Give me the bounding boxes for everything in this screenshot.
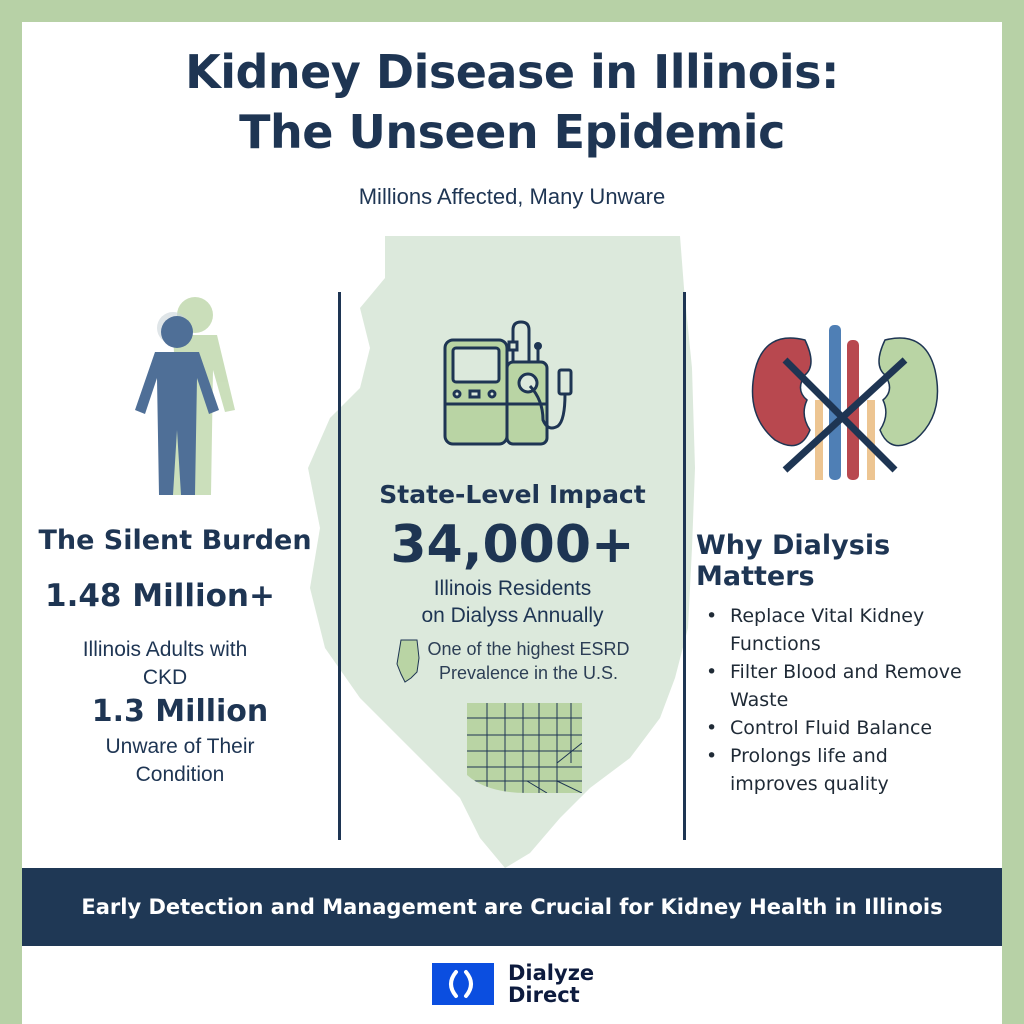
- dialysis-residents-label: Illinois Residents on Dialyss Annually: [345, 575, 680, 629]
- logo-text: Dialyze Direct: [508, 962, 594, 1006]
- unaware-label: Unware of Their Condition: [40, 733, 320, 789]
- title-line-2: The Unseen Epidemic: [239, 105, 785, 159]
- why-dialysis-heading: Why Dialysis Matters: [696, 530, 891, 592]
- silent-burden-heading: The Silent Burden: [38, 525, 312, 556]
- adults-ckd-label-line-1: Illinois Adults with: [82, 638, 248, 661]
- state-impact-section: State-Level Impact 34,000+ Illinois Resi…: [345, 320, 680, 793]
- unaware-label-line-2: Condition: [135, 763, 225, 786]
- logo-text-line-1: Dialyze: [508, 961, 595, 985]
- dialysis-residents-label-line-2: on Dialyss Annually: [421, 604, 604, 627]
- why-dialysis-section: Why Dialysis Matters Replace Vital Kidne…: [690, 320, 1000, 798]
- unaware-label-line-1: Unware of Their: [105, 735, 255, 758]
- esrd-note-line-1: One of the highest ESRD: [427, 639, 630, 659]
- page-subtitle: Millions Affected, Many Unware: [358, 184, 666, 209]
- unaware-stat: 1.3 Million: [91, 694, 269, 729]
- call-to-action-banner: Early Detection and Management are Cruci…: [22, 868, 1002, 946]
- illinois-map-icon: [396, 639, 420, 683]
- kidneys-crossed-icon: [751, 325, 939, 480]
- silent-burden-section: The Silent Burden 1.48 Million+ Illinois…: [30, 290, 320, 789]
- dialysis-machine-icon: [443, 320, 572, 446]
- column-divider-left: [338, 292, 341, 840]
- dialyze-direct-logo-icon: [432, 963, 494, 1005]
- list-item: Control Fluid Balance: [690, 714, 1000, 742]
- adults-ckd-label: Illinois Adults with CKD: [10, 636, 320, 692]
- esrd-note: One of the highest ESRD Prevalence in th…: [345, 637, 680, 685]
- title-line-1: Kidney Disease in Illinois:: [185, 45, 839, 99]
- adults-ckd-label-line-2: CKD: [142, 666, 188, 689]
- logo-text-line-2: Direct: [508, 983, 580, 1007]
- illinois-county-map: [467, 703, 582, 793]
- dialysis-residents-label-line-1: Illinois Residents: [433, 577, 592, 600]
- dialysis-residents-stat: 34,000+: [390, 515, 635, 575]
- page-title: Kidney Disease in Illinois: The Unseen E…: [0, 42, 1024, 162]
- person-silhouette-icon: [135, 297, 235, 495]
- esrd-note-line-2: Prevalence in the U.S.: [438, 663, 619, 683]
- dialyze-direct-logo[interactable]: Dialyze Direct: [432, 962, 594, 1006]
- column-divider-right: [683, 292, 686, 840]
- illinois-map-background: [308, 236, 695, 868]
- adults-ckd-stat: 1.48 Million+: [45, 578, 275, 614]
- state-impact-heading: State-Level Impact: [379, 480, 646, 509]
